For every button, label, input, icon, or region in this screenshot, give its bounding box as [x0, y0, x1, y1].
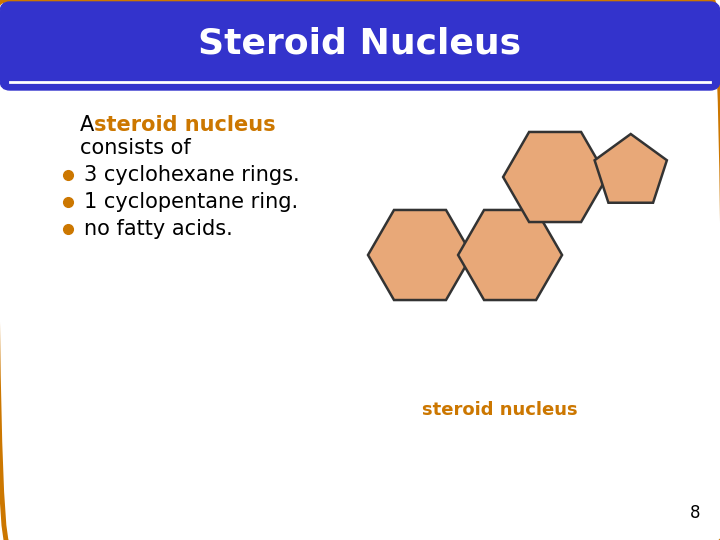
Text: A: A	[80, 115, 101, 135]
Text: steroid nucleus: steroid nucleus	[422, 401, 578, 419]
FancyBboxPatch shape	[0, 2, 720, 90]
Text: no fatty acids.: no fatty acids.	[84, 219, 233, 239]
Text: 1 cyclopentane ring.: 1 cyclopentane ring.	[84, 192, 298, 212]
Text: steroid nucleus: steroid nucleus	[94, 115, 276, 135]
Polygon shape	[595, 134, 667, 202]
Text: consists of: consists of	[80, 138, 191, 158]
Polygon shape	[503, 132, 607, 222]
Text: Steroid Nucleus: Steroid Nucleus	[199, 27, 521, 61]
Text: 8: 8	[690, 504, 700, 522]
Polygon shape	[368, 210, 472, 300]
Polygon shape	[458, 210, 562, 300]
Text: 3 cyclohexane rings.: 3 cyclohexane rings.	[84, 165, 300, 185]
